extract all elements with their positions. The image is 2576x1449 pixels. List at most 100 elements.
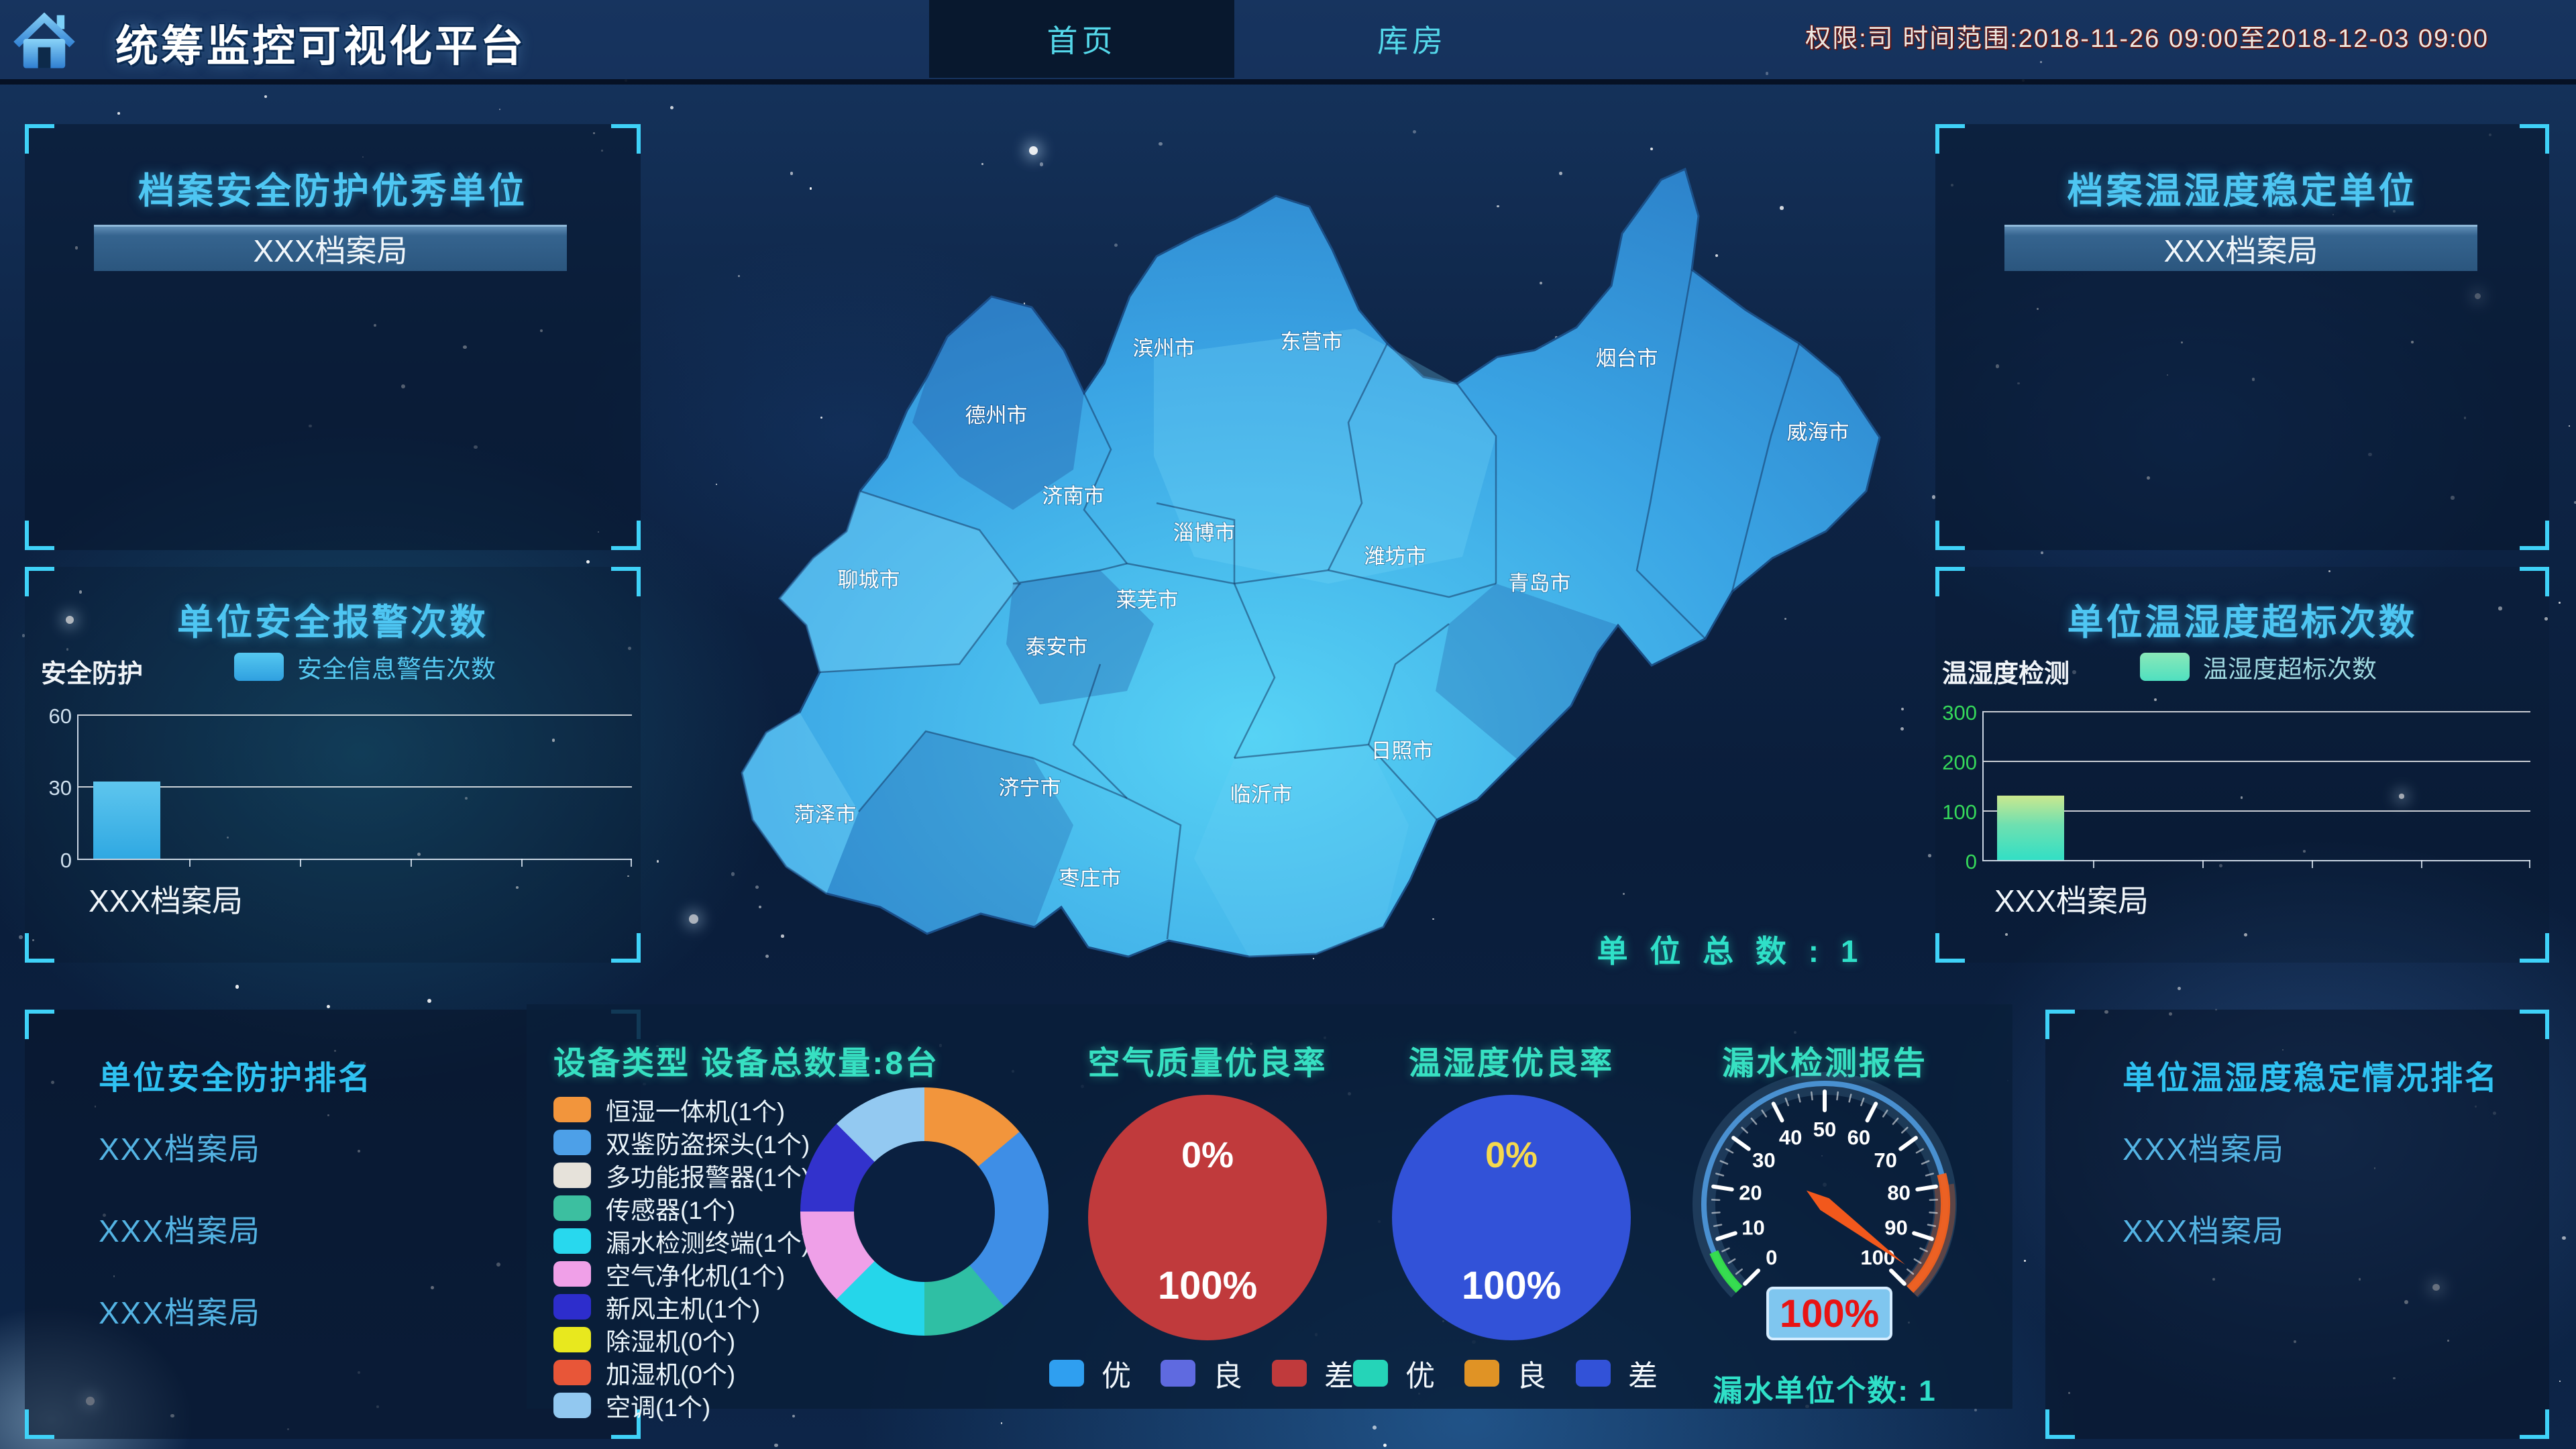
legend-label: 新风主机(1个): [606, 1295, 761, 1323]
star: [1383, 1444, 1387, 1448]
legend-swatch: [553, 1096, 591, 1122]
legend-swatch[interactable]: [1161, 1360, 1195, 1387]
legend-swatch: [2140, 653, 2190, 681]
legend-label: 优: [1405, 1360, 1435, 1393]
city-label: 东营市: [1281, 330, 1343, 354]
gauge-tick: [1711, 1184, 1734, 1192]
star: [1715, 254, 1719, 257]
device-legend-item[interactable]: 传感器(1个): [553, 1191, 810, 1224]
temp-section-title: 温湿度优良率: [1408, 1046, 1614, 1081]
device-legend-item[interactable]: 新风主机(1个): [553, 1290, 810, 1323]
star: [1432, 918, 1434, 920]
device-legend-item[interactable]: 双鉴防盗探头(1个): [553, 1126, 810, 1159]
device-legend-item[interactable]: 除湿机(0个): [553, 1323, 810, 1356]
tab-home[interactable]: 首页: [929, 0, 1234, 78]
rank-title: 单位安全防护排名: [99, 1061, 373, 1096]
rank-item: XXX档案局: [2123, 1214, 2286, 1248]
star: [1650, 148, 1653, 151]
star: [1497, 205, 1499, 208]
star: [516, 886, 519, 890]
legend-label: 空调(1个): [606, 1393, 711, 1421]
chart-legend[interactable]: 温湿度超标次数: [2140, 649, 2377, 685]
tab-warehouse-label: 库房: [1377, 23, 1447, 58]
gauge-arc: [1907, 1173, 1950, 1293]
legend-swatch[interactable]: [1464, 1360, 1499, 1387]
leak-units-count: 漏水单位个数: 1: [1713, 1375, 1937, 1407]
gauge-tick: [1898, 1136, 1918, 1151]
legend-label: 优: [1102, 1360, 1131, 1393]
province-outline[interactable]: [741, 167, 1881, 958]
gauge-tick: [1921, 1160, 1930, 1165]
device-legend-item[interactable]: 空调(1个): [553, 1389, 810, 1421]
ytick: 200: [1942, 751, 1977, 774]
gauge-tick-label: 10: [1741, 1216, 1764, 1240]
star: [1039, 162, 1044, 166]
gauge-tick: [1771, 1102, 1784, 1123]
city-label: 潍坊市: [1364, 545, 1427, 568]
legend-label: 良: [1517, 1360, 1546, 1393]
ytick: 300: [1942, 701, 1977, 724]
city-label: 临沂市: [1230, 783, 1293, 806]
gauge-tick-label: 70: [1874, 1148, 1896, 1172]
legend-swatch[interactable]: [1049, 1360, 1084, 1387]
star: [758, 905, 761, 908]
temp-humidity-pie[interactable]: 0% 100%: [1392, 1095, 1631, 1340]
gauge-tick: [1912, 1231, 1934, 1241]
gauge-tick: [1715, 1173, 1725, 1177]
star: [755, 885, 759, 889]
chart-legend[interactable]: 安全信息警告次数: [234, 649, 496, 685]
star: [627, 647, 631, 651]
gauge-tick: [1811, 1091, 1813, 1101]
star: [790, 172, 794, 175]
star: [2218, 864, 2222, 867]
star: [2072, 669, 2077, 674]
star: [227, 836, 229, 839]
device-legend-item[interactable]: 多功能报警器(1个): [553, 1159, 810, 1191]
device-legend-item[interactable]: 恒湿一体机(1个): [553, 1093, 810, 1126]
tab-warehouse[interactable]: 库房: [1288, 0, 1536, 78]
exceed-bar[interactable]: [1997, 795, 2064, 860]
gauge-tick: [1915, 1148, 1924, 1154]
legend-label: 多功能报警器(1个): [606, 1163, 810, 1191]
gauge-tick: [1743, 1268, 1761, 1286]
gauge-tick: [1797, 1093, 1801, 1103]
city-label: 莱芜市: [1116, 588, 1179, 612]
legend-swatch[interactable]: [1272, 1360, 1307, 1387]
device-legend-item[interactable]: 加湿机(0个): [553, 1356, 810, 1389]
star: [1900, 727, 1904, 731]
gauge-tick-label: 30: [1752, 1148, 1775, 1172]
star: [1900, 707, 1904, 710]
panel-stable-humidity-unit: 档案温湿度稳定单位 XXX档案局: [1935, 124, 2549, 550]
rank-item: XXX档案局: [2123, 1132, 2286, 1167]
star: [1932, 495, 1936, 499]
star: [1412, 130, 1416, 134]
legend-label: 差: [1628, 1360, 1658, 1393]
unit-name-bar: XXX档案局: [94, 225, 567, 271]
gauge-tick: [1719, 1160, 1729, 1165]
city-label: 济南市: [1042, 484, 1105, 508]
star: [326, 1004, 330, 1008]
star: [1159, 142, 1163, 146]
legend-swatch: [553, 1326, 591, 1352]
device-legend-item[interactable]: 漏水检测终端(1个): [553, 1224, 810, 1257]
city-label: 日照市: [1371, 739, 1434, 763]
star: [670, 106, 674, 110]
gauge-tick: [1913, 1258, 1922, 1265]
city-label: 聊城市: [838, 568, 900, 592]
gauge-tick: [1882, 1110, 1888, 1118]
star: [2562, 1236, 2566, 1240]
gauge-tick: [1907, 1268, 1915, 1275]
gauge-arc: [1902, 1183, 1955, 1297]
air-quality-pie[interactable]: 0% 100%: [1088, 1095, 1327, 1340]
panel-security-alarm-chart: 单位安全报警次数 安全防护 安全信息警告次数 60 30 0 XXX档案局: [25, 567, 641, 963]
alarm-bar[interactable]: [93, 782, 160, 859]
legend-swatch[interactable]: [1576, 1360, 1611, 1387]
chart-title: 单位温湿度超标次数: [2067, 602, 2418, 643]
device-legend-item[interactable]: 空气净化机(1个): [553, 1257, 810, 1290]
star: [2574, 500, 2576, 504]
legend-label: 漏水检测终端(1个): [606, 1229, 810, 1257]
star: [1766, 72, 1769, 75]
legend-swatch[interactable]: [1353, 1360, 1388, 1387]
